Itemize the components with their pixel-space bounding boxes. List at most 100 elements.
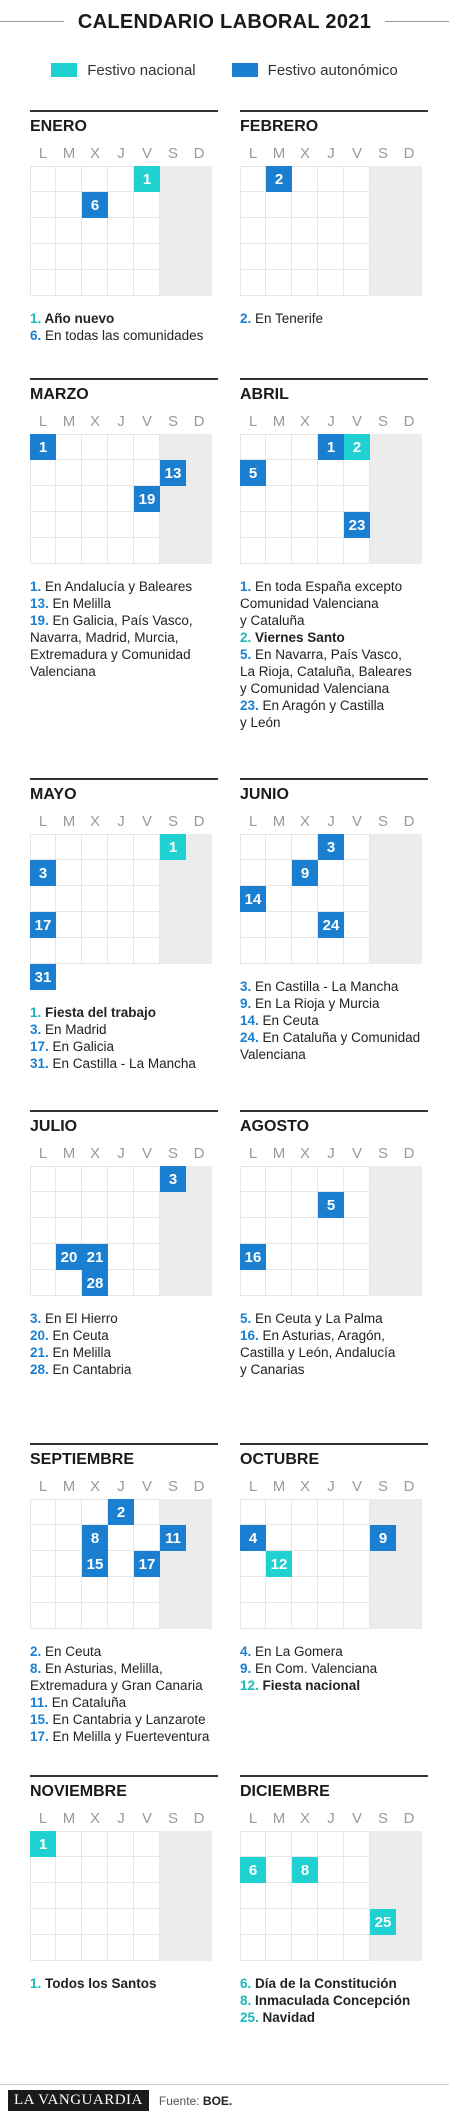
day-cell	[292, 1270, 318, 1296]
month-name: DICIEMBRE	[240, 1775, 428, 1807]
day-cell	[30, 1603, 56, 1629]
day-cell	[266, 1935, 292, 1961]
note-line: 24. En Cataluña y Comunidad	[240, 1029, 428, 1046]
day-cell	[82, 1166, 108, 1192]
day-cell	[240, 1166, 266, 1192]
holiday-notes: 1. Todos los Santos	[30, 1975, 218, 1992]
day-cell	[344, 1499, 370, 1525]
day-cell	[318, 486, 344, 512]
day-cell	[56, 486, 82, 512]
day-cell	[134, 460, 160, 486]
weekday-label: D	[403, 813, 415, 830]
day-cell	[292, 1909, 318, 1935]
day-cell	[108, 538, 134, 564]
weekday-label: L	[248, 1810, 258, 1827]
source-value: BOE.	[202, 2093, 233, 2108]
note-day-number: 20.	[30, 1328, 49, 1343]
note-line: Comunidad Valenciana	[240, 595, 428, 612]
month-abril: ABRIL L M X J V S D 1 2 5 23 1. En toda España excep…	[240, 378, 428, 731]
month-name: JULIO	[30, 1110, 218, 1142]
day-cell	[134, 1831, 160, 1857]
day-cell	[266, 1244, 292, 1270]
day-cell	[30, 1883, 56, 1909]
day-cell	[134, 834, 160, 860]
weekday-label: S	[167, 1810, 178, 1827]
holiday-day-autonomico: 3	[30, 860, 56, 886]
weekday-label: D	[193, 413, 205, 430]
note-line: 2. En Tenerife	[240, 310, 428, 327]
day-cell	[292, 1244, 318, 1270]
note-day-number: 2.	[240, 311, 252, 326]
day-cell	[30, 1909, 56, 1935]
day-cell	[266, 1857, 292, 1883]
weekday-label: L	[38, 1810, 48, 1827]
day-cell	[56, 1270, 82, 1296]
weekday-label: X	[299, 1145, 310, 1162]
month-name: FEBRERO	[240, 110, 428, 142]
note-text: y Comunidad Valenciana	[240, 681, 390, 696]
day-cell	[318, 244, 344, 270]
day-cell	[134, 270, 160, 296]
weekday-label: S	[377, 413, 388, 430]
day-cell	[266, 912, 292, 938]
day-cell	[344, 1525, 370, 1551]
note-text: En Melilla y Fuerteventura	[48, 1729, 210, 1744]
month-name: NOVIEMBRE	[30, 1775, 218, 1807]
note-line: Navarra, Madrid, Murcia,	[30, 629, 218, 646]
note-line: 3. En Madrid	[30, 1021, 218, 1038]
day-cell	[240, 192, 266, 218]
day-cell	[82, 1935, 108, 1961]
source-credit: Fuente: BOE.	[159, 2094, 232, 2108]
day-cell	[266, 434, 292, 460]
month-enero: ENERO L M X J V S D 1 6 1. Año nuevo 6. En todas la…	[30, 110, 218, 344]
note-text: En Com. Valenciana	[251, 1661, 378, 1676]
note-line: 9. En La Rioja y Murcia	[240, 995, 428, 1012]
day-cell	[82, 938, 108, 964]
note-line: 3. En Castilla - La Mancha	[240, 978, 428, 995]
day-cell	[30, 1857, 56, 1883]
calendar-grid: 1 3 17 31	[30, 834, 212, 990]
note-text: En Aragón y Castilla	[258, 698, 385, 713]
note-day-number: 13.	[30, 596, 49, 611]
holiday-day-autonomico: 9	[370, 1525, 396, 1551]
day-cell	[134, 1577, 160, 1603]
note-text: La Rioja, Cataluña, Baleares	[240, 664, 412, 679]
month-mayo: MAYO L M X J V S D 1 3 17 31 1. Fiesta del trabajo 3.…	[30, 778, 218, 1072]
day-cell	[30, 270, 56, 296]
day-cell	[134, 1857, 160, 1883]
day-cell	[82, 434, 108, 460]
weekday-label: D	[403, 1478, 415, 1495]
note-day-number: 1.	[30, 1976, 42, 1991]
weekday-label: S	[377, 813, 388, 830]
weekday-label: S	[167, 813, 178, 830]
weekday-label: M	[272, 145, 286, 162]
day-cell	[240, 1192, 266, 1218]
day-cell	[266, 1192, 292, 1218]
day-cell	[292, 886, 318, 912]
day-cell	[318, 1883, 344, 1909]
day-cell	[266, 1909, 292, 1935]
holiday-notes: 6. Día de la Constitución 8. Inmaculada C…	[240, 1975, 428, 2026]
day-cell	[108, 1270, 134, 1296]
note-line: 28. En Cantabria	[30, 1361, 218, 1378]
holiday-notes: 3. En Castilla - La Mancha 9. En La Rioja…	[240, 978, 428, 1063]
day-cell	[344, 244, 370, 270]
weekend-shade	[370, 834, 422, 964]
day-cell	[318, 1857, 344, 1883]
note-line: 1. Año nuevo	[30, 310, 218, 327]
legend-swatch-nacional	[51, 63, 78, 77]
weekday-label: L	[38, 813, 48, 830]
weekend-shade	[370, 434, 422, 564]
month-name: MARZO	[30, 378, 218, 410]
day-cell	[56, 460, 82, 486]
day-cell	[292, 1525, 318, 1551]
note-day-number: 4.	[240, 1644, 252, 1659]
holiday-day-nacional: 1	[134, 166, 160, 192]
day-cell	[30, 1270, 56, 1296]
day-cell	[266, 938, 292, 964]
day-cell	[82, 1218, 108, 1244]
note-text: En Galicia, País Vasco,	[48, 613, 193, 628]
weekday-label: V	[351, 1810, 362, 1827]
note-text: En Asturias, Melilla,	[41, 1661, 163, 1676]
